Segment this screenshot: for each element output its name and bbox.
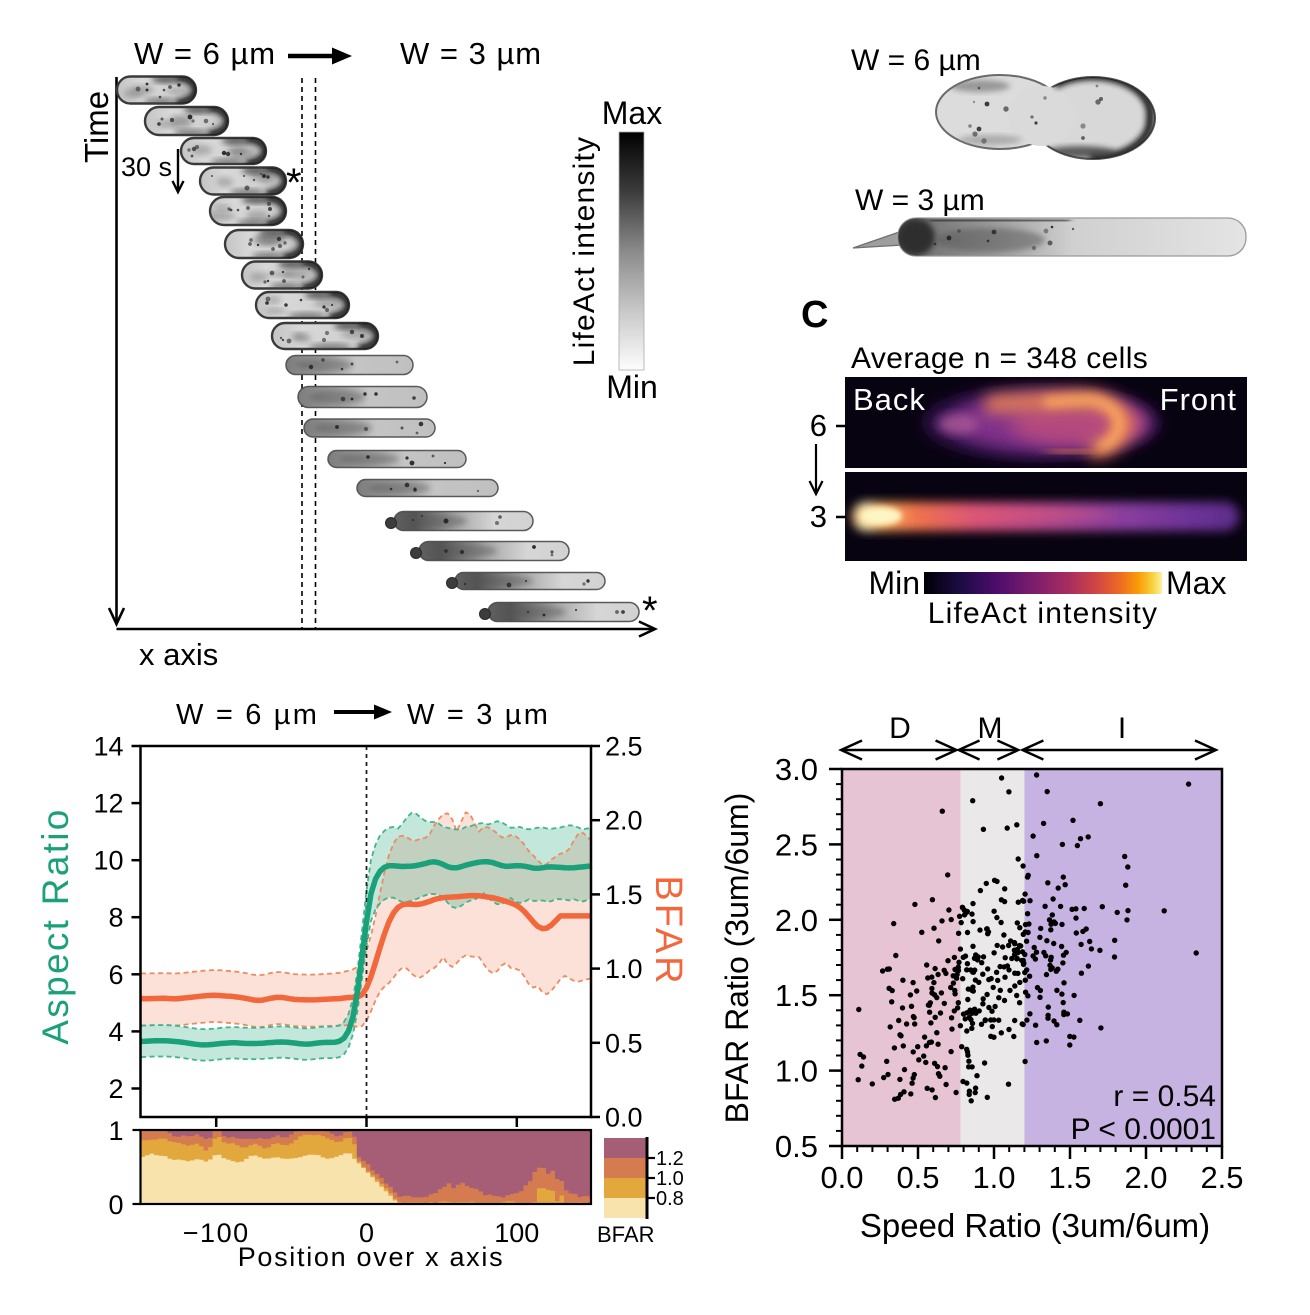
svg-text:1.2: 1.2 (656, 1148, 684, 1170)
svg-text:−100: −100 (183, 1218, 250, 1248)
svg-text:30 s: 30 s (121, 152, 172, 182)
svg-text:r = 0.54: r = 0.54 (1113, 1080, 1216, 1113)
svg-text:2.0: 2.0 (1124, 1160, 1167, 1195)
svg-text:100: 100 (494, 1218, 539, 1248)
svg-text:Time: Time (78, 91, 115, 163)
svg-text:1: 1 (108, 1116, 123, 1146)
svg-text:1.5: 1.5 (605, 880, 643, 910)
svg-text:*: * (642, 589, 658, 633)
svg-text:0.5: 0.5 (896, 1160, 939, 1195)
svg-text:2.0: 2.0 (775, 903, 818, 938)
svg-text:1.0: 1.0 (656, 1168, 684, 1190)
svg-text:W = 6 µm: W = 6 µm (134, 36, 276, 71)
svg-text:0.8: 0.8 (656, 1188, 684, 1210)
svg-text:1.0: 1.0 (775, 1054, 818, 1089)
svg-text:6: 6 (108, 960, 123, 990)
svg-text:BFAR Ratio (3um/6um): BFAR Ratio (3um/6um) (719, 793, 755, 1124)
svg-text:LifeAct intensity: LifeAct intensity (568, 136, 601, 367)
svg-text:Min: Min (606, 369, 658, 405)
svg-text:x axis: x axis (139, 637, 218, 672)
svg-text:Max: Max (1166, 565, 1226, 601)
svg-text:Average n = 348 cells: Average n = 348 cells (851, 342, 1148, 375)
svg-text:2.0: 2.0 (605, 806, 643, 836)
svg-text:1.5: 1.5 (1048, 1160, 1091, 1195)
svg-text:W = 6 µm: W = 6 µm (851, 44, 981, 77)
svg-text:D: D (889, 712, 911, 745)
svg-text:4: 4 (108, 1017, 123, 1047)
svg-text:2.5: 2.5 (605, 732, 643, 762)
svg-text:1.0: 1.0 (972, 1160, 1015, 1195)
svg-text:C: C (801, 294, 828, 336)
svg-text:8: 8 (108, 903, 123, 933)
svg-text:0: 0 (108, 1190, 123, 1220)
svg-text:*: * (286, 161, 302, 205)
svg-text:W = 3 µm: W = 3 µm (400, 36, 542, 71)
svg-text:W = 3 µm: W = 3 µm (855, 184, 985, 217)
svg-text:W = 3 µm: W = 3 µm (407, 699, 550, 731)
svg-text:0.0: 0.0 (605, 1103, 643, 1133)
svg-text:Min: Min (868, 565, 920, 601)
svg-text:LifeAct intensity: LifeAct intensity (928, 597, 1159, 630)
svg-text:1.0: 1.0 (605, 954, 643, 984)
svg-text:Speed Ratio (3um/6um): Speed Ratio (3um/6um) (860, 1207, 1210, 1244)
svg-text:10: 10 (93, 846, 123, 876)
svg-text:2.5: 2.5 (1200, 1160, 1243, 1195)
svg-text:14: 14 (93, 732, 123, 762)
svg-text:6: 6 (810, 408, 827, 443)
svg-text:12: 12 (93, 789, 123, 819)
svg-text:0.5: 0.5 (605, 1028, 643, 1058)
svg-text:BFAR: BFAR (647, 875, 689, 986)
svg-text:BFAR: BFAR (597, 1222, 654, 1247)
svg-text:W = 6 µm: W = 6 µm (176, 699, 319, 731)
svg-text:Position over x axis: Position over x axis (238, 1242, 505, 1272)
svg-text:Aspect Ratio: Aspect Ratio (35, 807, 76, 1044)
svg-text:1.5: 1.5 (775, 978, 818, 1013)
svg-text:P < 0.0001: P < 0.0001 (1071, 1113, 1216, 1146)
svg-text:0.5: 0.5 (775, 1129, 818, 1164)
svg-text:3.0: 3.0 (775, 752, 818, 787)
svg-text:0: 0 (359, 1218, 374, 1248)
svg-text:Front: Front (1160, 382, 1237, 417)
svg-text:Back: Back (853, 382, 926, 417)
svg-text:M: M (978, 712, 1003, 745)
svg-text:2: 2 (108, 1074, 123, 1104)
svg-text:Max: Max (602, 95, 662, 131)
svg-text:3: 3 (810, 499, 827, 534)
svg-text:0.0: 0.0 (820, 1160, 863, 1195)
svg-text:2.5: 2.5 (775, 827, 818, 862)
svg-text:I: I (1118, 712, 1126, 745)
